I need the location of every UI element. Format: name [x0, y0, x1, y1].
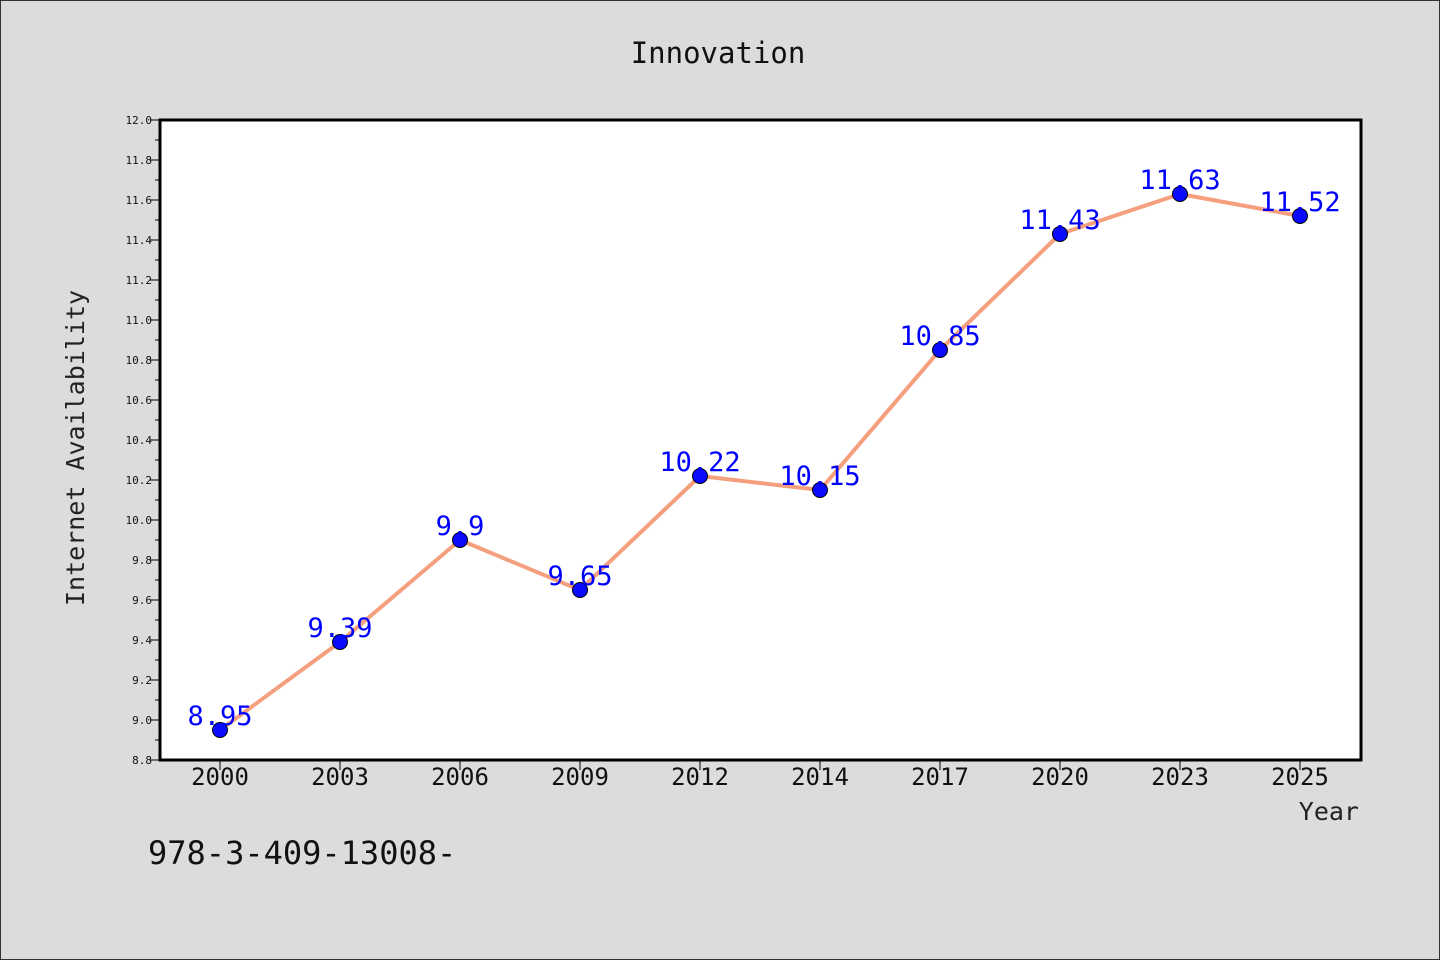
- data-point: [1052, 226, 1068, 242]
- y-tick-label: 10.8: [126, 354, 153, 367]
- data-label: 11.63: [1139, 165, 1220, 196]
- chart-title: Innovation: [631, 36, 806, 70]
- y-tick-label: 11.4: [126, 234, 153, 247]
- y-axis: 8.8 9.0 9.2 9.4 9.6 9.8 10.0 10.2 10.4 10.6 10.8 11…: [126, 114, 160, 767]
- data-label: 9.65: [547, 561, 612, 592]
- y-tick-label: 11.6: [126, 194, 153, 207]
- y-tick-label: 11.8: [126, 154, 153, 167]
- y-tick-label: 12.0: [126, 114, 153, 127]
- data-point: [212, 722, 228, 738]
- plot-area: [158, 118, 1363, 762]
- x-tick-label: 2025: [1271, 763, 1329, 791]
- x-tick-label: 2009: [551, 763, 609, 791]
- data-point: [932, 342, 948, 358]
- y-tick-label: 10.0: [126, 514, 153, 527]
- x-tick-label: 2020: [1031, 763, 1089, 791]
- data-point: [332, 634, 348, 650]
- data-point: [1172, 186, 1188, 202]
- x-tick-label: 2023: [1151, 763, 1209, 791]
- y-tick-label: 9.2: [132, 674, 152, 687]
- footer-text: 978-3-409-13008-: [148, 834, 456, 872]
- x-tick-label: 2012: [671, 763, 729, 791]
- data-point: [572, 582, 588, 598]
- data-label: 8.95: [187, 701, 252, 732]
- series-line: [218, 192, 1301, 732]
- data-point: [812, 482, 828, 498]
- y-tick-label: 9.8: [132, 554, 152, 567]
- x-axis-label: Year: [1299, 797, 1359, 826]
- data-point: [1292, 208, 1308, 224]
- y-axis-label: Internet Availability: [61, 290, 90, 606]
- data-label: 11.43: [1019, 205, 1100, 236]
- x-tick-label: 2006: [431, 763, 489, 791]
- data-point: [452, 532, 468, 548]
- data-label: 9.39: [307, 613, 372, 644]
- x-tick-label: 2003: [311, 763, 369, 791]
- x-tick-label: 2014: [791, 763, 849, 791]
- data-label: 11.52: [1259, 187, 1340, 218]
- y-tick-label: 9.6: [132, 594, 152, 607]
- data-point: [692, 468, 708, 484]
- y-tick-label: 8.8: [132, 754, 152, 767]
- x-tick-label: 2017: [911, 763, 969, 791]
- y-tick-label: 11.0: [126, 314, 153, 327]
- y-tick-label: 10.4: [126, 434, 153, 447]
- y-tick-label: 9.0: [132, 714, 152, 727]
- series-group: 8.95 9.39 9.9 9.65 10.22 10.15 10.85 11.43 11.63…: [187, 165, 1341, 738]
- y-tick-label: 11.2: [126, 274, 153, 287]
- y-tick-label: 9.4: [132, 634, 152, 647]
- x-tick-label: 2000: [191, 763, 249, 791]
- data-label: 10.22: [659, 447, 740, 478]
- data-label: 9.9: [436, 511, 485, 542]
- y-tick-label: 10.2: [126, 474, 153, 487]
- data-label: 10.85: [899, 321, 980, 352]
- data-label: 10.15: [779, 461, 860, 492]
- x-axis: 2000 2003 2006 2009 2012 2014 2017 2020 2023 2025: [191, 760, 1329, 791]
- y-tick-label: 10.6: [126, 394, 153, 407]
